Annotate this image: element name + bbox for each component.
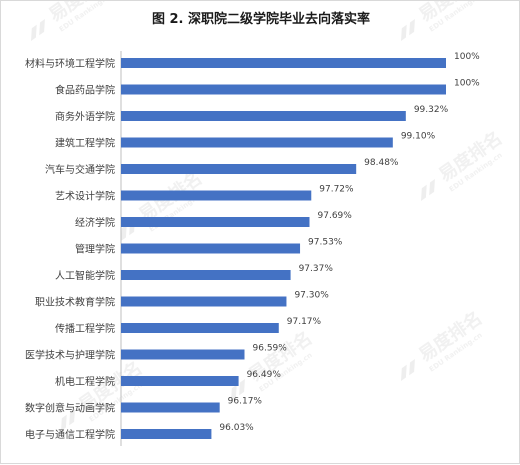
category-label: 材料与环境工程学院: [25, 57, 115, 70]
chart-title: 图 2. 深职院二级学院毕业去向落实率: [152, 11, 370, 27]
category-label: 电子与通信工程学院: [25, 428, 115, 441]
bar: [121, 323, 279, 333]
category-label: 医学技术与护理学院: [25, 349, 115, 362]
data-label: 96.17%: [228, 397, 263, 407]
category-label: 商务外语学院: [55, 110, 115, 123]
bar: [121, 217, 310, 227]
bar: [121, 349, 245, 360]
bar: [121, 429, 212, 439]
data-labels: 100% 100% 99.32% 99.10% 98.48% 97.72% 97.69% 97…: [219, 52, 480, 433]
data-label: 96.59%: [253, 344, 288, 354]
data-label: 100%: [454, 79, 480, 89]
category-labels: 材料与环境工程学院食品药品学院商务外语学院建筑工程学院汽车与交通学院艺术设计学院…: [25, 57, 115, 441]
category-label: 机电工程学院: [55, 375, 115, 388]
bar: [121, 190, 312, 201]
bar: [121, 137, 393, 148]
bar: [121, 376, 239, 386]
category-label: 人工智能学院: [55, 269, 115, 282]
data-label: 96.03%: [219, 423, 254, 433]
bar: [121, 111, 406, 121]
bar: [121, 243, 301, 254]
data-label: 97.30%: [294, 291, 329, 301]
category-label: 建筑工程学院: [55, 137, 115, 150]
data-label: 100%: [454, 52, 480, 62]
data-label: 97.17%: [287, 317, 322, 327]
data-label: 97.72%: [319, 185, 354, 195]
bar: [121, 270, 291, 280]
bars-group: [121, 58, 446, 439]
category-label: 职业技术教育学院: [35, 296, 115, 309]
category-label: 管理学院: [75, 243, 115, 256]
data-label: 97.53%: [308, 238, 343, 248]
data-label: 99.32%: [414, 105, 449, 115]
category-label: 经济学院: [75, 216, 115, 229]
bar: [121, 164, 357, 174]
category-label: 食品药品学院: [55, 84, 115, 97]
bar: [121, 296, 287, 307]
category-label: 汽车与交通学院: [45, 163, 115, 176]
bar: [121, 402, 220, 413]
bar: [121, 84, 446, 95]
data-label: 97.69%: [318, 211, 353, 221]
category-label: 艺术设计学院: [55, 190, 115, 203]
data-label: 98.48%: [364, 158, 399, 168]
data-label: 97.37%: [299, 264, 334, 274]
category-label: 数字创意与动画学院: [25, 402, 115, 415]
data-label: 96.49%: [247, 370, 282, 380]
bar: [121, 58, 446, 68]
data-label: 99.10%: [401, 132, 436, 142]
category-label: 传播工程学院: [55, 322, 115, 335]
